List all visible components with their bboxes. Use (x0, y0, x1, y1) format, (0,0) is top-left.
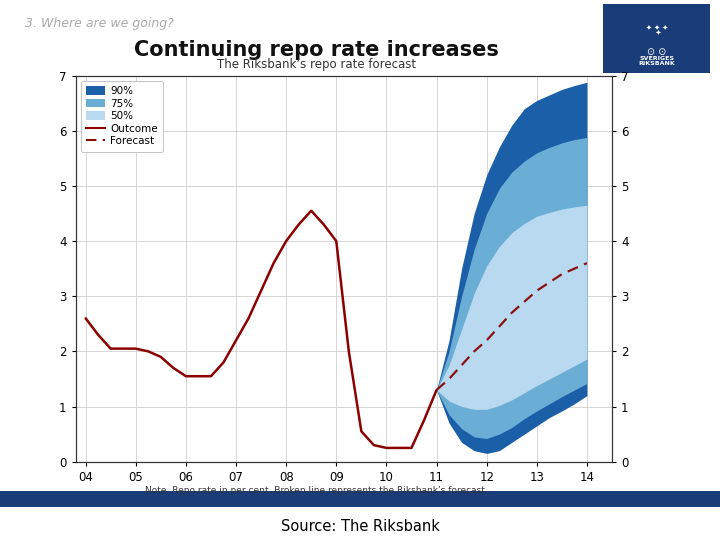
Text: ⊙ ⊙: ⊙ ⊙ (647, 47, 666, 57)
Text: Continuing repo rate increases: Continuing repo rate increases (135, 40, 499, 60)
Text: 3. Where are we going?: 3. Where are we going? (25, 17, 174, 30)
Text: The Riksbank’s repo rate forecast: The Riksbank’s repo rate forecast (217, 58, 416, 71)
Text: Source: The Riksbank: Source: The Riksbank (281, 519, 439, 534)
Text: SVERIGES
RIKSBANK: SVERIGES RIKSBANK (638, 56, 675, 66)
Text: ✦ ✦ ✦
  ✦: ✦ ✦ ✦ ✦ (646, 24, 667, 36)
Legend: 90%, 75%, 50%, Outcome, Forecast: 90%, 75%, 50%, Outcome, Forecast (81, 81, 163, 152)
Text: Note. Repo rate in per cent. Broken line represents the Riksbank’s forecast.: Note. Repo rate in per cent. Broken line… (145, 486, 488, 495)
